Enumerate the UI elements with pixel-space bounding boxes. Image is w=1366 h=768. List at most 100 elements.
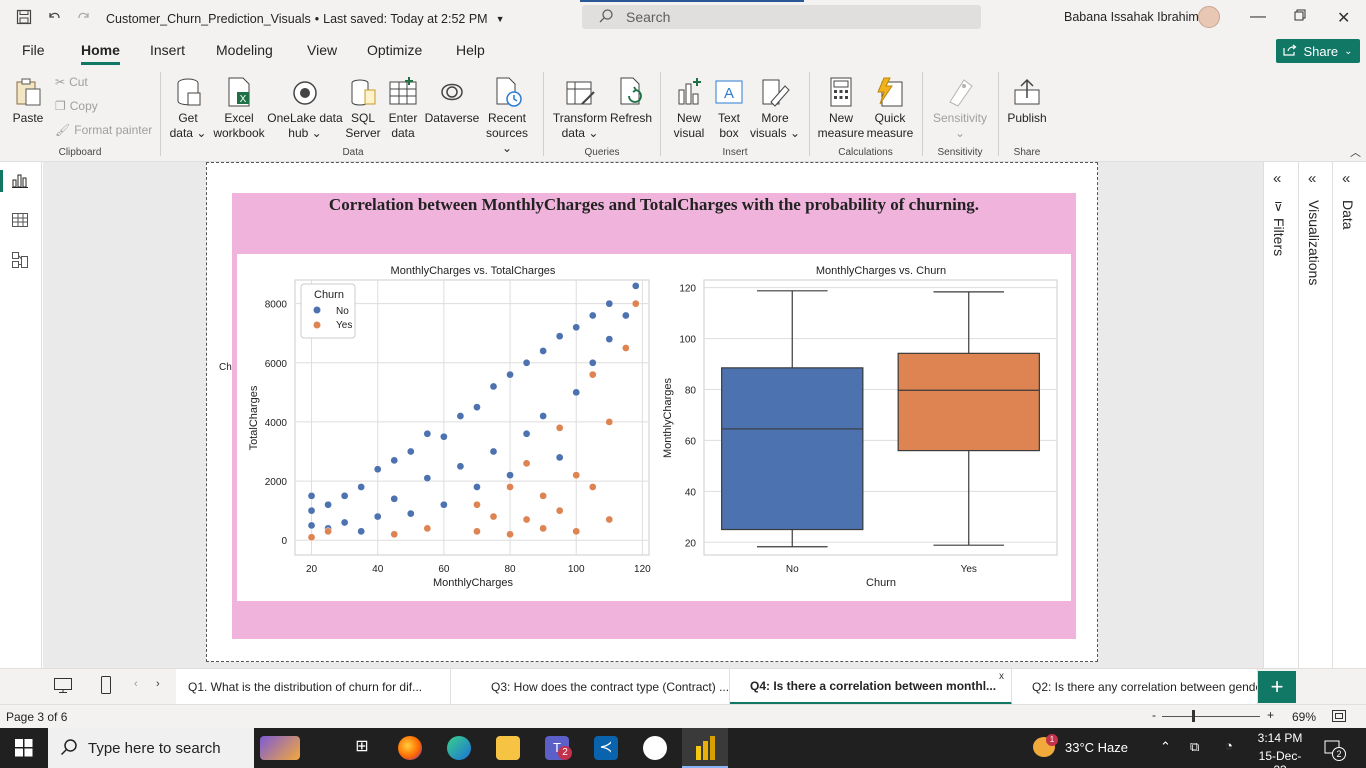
- visualizations-pane[interactable]: « Visualizations: [1298, 162, 1332, 668]
- sql-server-icon: [347, 76, 379, 108]
- share-button[interactable]: Share ⌄: [1276, 39, 1360, 63]
- text-box-button[interactable]: A Text box: [711, 76, 747, 141]
- scatter-point-no: [307, 521, 316, 530]
- data-pane[interactable]: « Data: [1332, 162, 1366, 668]
- undo-icon[interactable]: [46, 9, 62, 29]
- task-view-icon[interactable]: ⊞: [355, 738, 369, 755]
- windows-start-icon[interactable]: [15, 739, 33, 760]
- dataverse-button[interactable]: Dataverse: [424, 76, 480, 126]
- group-label-data: Data: [342, 147, 364, 158]
- scatter-xlabel: MonthlyCharges: [433, 577, 514, 589]
- get-data-button[interactable]: Get data ⌄: [168, 76, 208, 141]
- box-ytick-label: 60: [685, 436, 697, 447]
- scatter-title: MonthlyCharges vs. TotalCharges: [391, 265, 556, 277]
- tray-chevron-icon[interactable]: ⌃: [1160, 739, 1171, 754]
- report-view-icon[interactable]: [11, 171, 31, 191]
- table-view-icon[interactable]: [11, 211, 31, 231]
- chatgpt-icon[interactable]: [643, 736, 667, 760]
- collapse-ribbon-icon[interactable]: ︿: [1350, 147, 1361, 159]
- filters-label: Filters: [1271, 218, 1287, 257]
- scatter-xtick-label: 80: [504, 564, 516, 575]
- more-visuals-button[interactable]: More visuals ⌄: [749, 76, 801, 141]
- transform-data-button[interactable]: Transform data ⌄: [552, 76, 608, 141]
- scroll-right-icon[interactable]: ›: [156, 678, 160, 690]
- scatter-point-yes: [605, 515, 614, 524]
- tab-insert[interactable]: Insert: [150, 42, 186, 58]
- quick-measure-button[interactable]: Quick measure: [866, 76, 914, 141]
- vscode-icon[interactable]: ≺: [594, 736, 618, 760]
- scatter-point-no: [307, 492, 316, 500]
- tab-view[interactable]: View: [307, 42, 338, 58]
- minimize-icon[interactable]: —: [1250, 8, 1266, 25]
- new-measure-button[interactable]: New measure: [817, 76, 865, 141]
- clock-date[interactable]: 15-Dec-23: [1258, 749, 1302, 768]
- network-icon[interactable]: ◔: [1225, 738, 1233, 753]
- firefox-icon[interactable]: [398, 736, 422, 760]
- zoom-out-icon[interactable]: -: [1152, 708, 1156, 722]
- visual-title: Correlation between MonthlyCharges and T…: [328, 195, 980, 214]
- tab-optimize[interactable]: Optimize: [367, 42, 423, 58]
- paste-icon: [12, 76, 44, 108]
- scatter-point-yes: [324, 527, 332, 536]
- clock-time[interactable]: 3:14 PM: [1257, 731, 1303, 745]
- notification-badge: 2: [1332, 747, 1346, 761]
- box-iqr-yes: [897, 352, 1040, 452]
- page-tab-q4[interactable]: Q4: Is there a correlation between month…: [730, 669, 1012, 705]
- zoom-in-icon[interactable]: +: [1267, 708, 1275, 722]
- add-page-button[interactable]: +: [1258, 671, 1296, 703]
- save-icon[interactable]: [16, 9, 32, 29]
- taskbar-search[interactable]: Type here to search: [48, 728, 254, 768]
- tab-help[interactable]: Help: [456, 42, 485, 58]
- recent-sources-button[interactable]: Recent sources ⌄: [482, 76, 532, 156]
- enter-data-button[interactable]: Enter data: [384, 76, 422, 141]
- edge-icon[interactable]: [447, 736, 471, 760]
- page-tab-q3[interactable]: Q3: How does the contract type (Contract…: [451, 669, 730, 705]
- copy-icon: ❐: [55, 99, 66, 113]
- publish-button[interactable]: Publish: [1005, 76, 1049, 126]
- restore-icon[interactable]: [1294, 8, 1306, 26]
- desktop-layout-icon[interactable]: [53, 675, 73, 698]
- weather-text[interactable]: 33°C Haze: [1065, 740, 1129, 755]
- close-tab-icon[interactable]: x: [999, 671, 1004, 682]
- chevron-down-icon: ⌄: [1344, 45, 1353, 57]
- model-view-icon[interactable]: [11, 251, 31, 271]
- document-title[interactable]: Customer_Churn_Prediction_Visuals • Last…: [106, 12, 505, 26]
- powerbi-icon: [696, 736, 716, 760]
- tab-file[interactable]: File: [22, 42, 45, 58]
- tab-home[interactable]: Home: [81, 42, 120, 58]
- tab-modeling[interactable]: Modeling: [216, 42, 273, 58]
- scatter-point-no: [555, 453, 564, 462]
- photos-app-icon[interactable]: [260, 736, 300, 760]
- powerbi-taskbar-button[interactable]: [682, 728, 728, 768]
- box-ylabel: MonthlyCharges: [662, 377, 674, 458]
- scatter-point-no: [605, 299, 614, 308]
- excel-workbook-button[interactable]: X Excel workbook: [211, 76, 267, 141]
- filters-pane[interactable]: « ⊽ Filters: [1264, 162, 1298, 668]
- onelake-data-hub-button[interactable]: OneLake data hub ⌄: [267, 76, 343, 141]
- refresh-button[interactable]: Refresh: [610, 76, 652, 126]
- svg-text:A: A: [724, 85, 734, 102]
- expand-chevron-icon[interactable]: «: [1308, 170, 1317, 187]
- user-name[interactable]: Babana Issahak Ibrahim: [1064, 10, 1199, 24]
- group-label-share: Share: [1013, 147, 1041, 158]
- zoom-slider[interactable]: [1162, 716, 1260, 717]
- fit-to-page-icon[interactable]: [1331, 709, 1347, 726]
- scatter-xtick-label: 100: [568, 564, 585, 575]
- page-tab-q2[interactable]: Q2: Is there any correlation between gen…: [1012, 669, 1258, 705]
- page-tab-q1[interactable]: Q1. What is the distribution of churn fo…: [176, 669, 451, 705]
- paste-button[interactable]: Paste: [10, 76, 46, 126]
- sql-server-button[interactable]: SQL Server: [344, 76, 382, 141]
- close-icon[interactable]: ✕: [1337, 10, 1351, 27]
- file-explorer-icon[interactable]: [496, 736, 520, 760]
- scatter-point-no: [555, 332, 564, 341]
- expand-chevron-icon[interactable]: «: [1342, 170, 1351, 187]
- search-box[interactable]: Search: [582, 5, 981, 29]
- mobile-layout-icon[interactable]: [99, 675, 113, 698]
- tray-app-icon[interactable]: ⧉: [1190, 739, 1200, 754]
- scatter-point-no: [456, 412, 465, 420]
- scroll-left-icon[interactable]: ‹: [134, 678, 138, 690]
- avatar[interactable]: [1198, 6, 1220, 28]
- zoom-thumb[interactable]: [1192, 710, 1195, 722]
- new-visual-button[interactable]: New visual: [669, 76, 709, 141]
- expand-chevron-icon[interactable]: «: [1273, 170, 1282, 187]
